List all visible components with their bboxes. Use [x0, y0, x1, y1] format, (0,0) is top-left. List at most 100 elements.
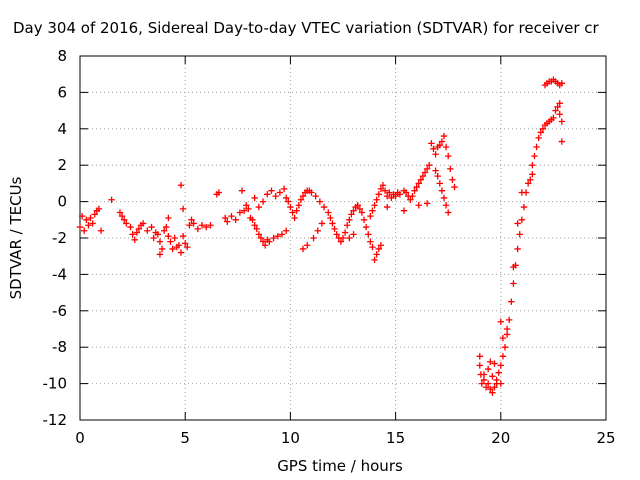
data-point: [556, 100, 563, 107]
data-point: [270, 234, 277, 242]
data-point: [383, 192, 391, 200]
data-point: [165, 214, 172, 222]
y-tick-label: -6: [52, 302, 67, 320]
data-point: [91, 211, 98, 218]
data-point: [325, 209, 332, 216]
data-point: [400, 207, 408, 214]
data-point: [482, 384, 490, 391]
data-point: [312, 192, 319, 200]
y-axis-label: SDTVAR / TECUs: [7, 176, 25, 299]
data-point: [348, 211, 355, 218]
data-point: [299, 245, 307, 253]
data-point: [438, 187, 446, 194]
data-point: [295, 202, 303, 209]
data-point: [243, 202, 250, 209]
x-tick-label: 5: [180, 429, 190, 447]
data-point: [533, 143, 540, 151]
data-point: [495, 369, 502, 376]
data-point: [320, 203, 328, 211]
data-point: [251, 194, 258, 202]
data-point: [423, 165, 431, 173]
data-point: [417, 176, 425, 183]
data-point: [188, 216, 195, 223]
data-point: [484, 365, 492, 373]
data-point: [245, 205, 252, 213]
data-point: [518, 216, 526, 223]
data-point: [508, 298, 515, 305]
data-point: [186, 222, 193, 229]
data-point: [165, 232, 172, 240]
data-point: [144, 227, 151, 234]
data-point: [434, 172, 441, 180]
data-point: [251, 222, 258, 229]
data-point: [341, 229, 349, 236]
data-point: [497, 380, 504, 387]
data-point: [499, 334, 507, 342]
data-point: [415, 180, 422, 187]
data-point: [198, 222, 206, 229]
data-point: [428, 140, 435, 147]
data-points: [76, 76, 566, 396]
data-point: [480, 371, 488, 378]
data-point: [447, 165, 454, 173]
data-point: [373, 251, 380, 258]
data-point: [362, 223, 370, 231]
data-point: [554, 103, 561, 111]
y-tick-label: -2: [52, 229, 67, 247]
data-point: [120, 216, 128, 223]
data-point: [123, 220, 130, 227]
data-point: [207, 222, 214, 229]
data-point: [310, 234, 317, 242]
data-point: [449, 176, 456, 183]
data-point: [139, 220, 147, 227]
data-point: [327, 214, 334, 222]
data-point: [224, 218, 231, 225]
data-point: [163, 223, 170, 231]
data-point: [476, 362, 483, 369]
data-point: [558, 80, 566, 87]
data-point: [257, 234, 265, 242]
data-point: [369, 207, 376, 214]
data-point: [282, 227, 290, 234]
data-point: [81, 227, 88, 234]
data-point: [116, 209, 124, 216]
data-point: [377, 185, 385, 193]
data-point: [371, 256, 378, 264]
data-point: [556, 111, 563, 118]
data-point: [177, 182, 185, 189]
data-point: [215, 189, 223, 196]
chart-title: Day 304 of 2016, Sidereal Day-to-day VTE…: [13, 19, 600, 37]
data-point: [221, 214, 229, 222]
data-point: [190, 220, 197, 227]
data-point: [409, 192, 416, 200]
data-point: [203, 223, 210, 231]
data-point: [289, 209, 296, 216]
data-point: [367, 238, 374, 245]
data-point: [285, 198, 292, 205]
data-point: [318, 220, 326, 227]
x-tick-label: 25: [596, 429, 615, 447]
x-tick-label: 20: [491, 429, 510, 447]
data-point: [426, 162, 433, 169]
data-point: [529, 171, 536, 178]
data-point: [97, 227, 105, 234]
data-point: [365, 231, 372, 238]
data-point: [299, 192, 307, 200]
data-point: [503, 325, 511, 333]
y-tick-label: 4: [57, 120, 67, 138]
data-point: [484, 380, 492, 387]
data-point: [182, 240, 189, 247]
data-point: [333, 231, 340, 238]
data-point: [445, 209, 452, 216]
data-point: [501, 344, 509, 351]
data-point: [440, 194, 448, 202]
data-point: [531, 152, 538, 160]
data-point: [407, 196, 414, 203]
data-point: [232, 216, 239, 223]
x-axis-label: GPS time / hours: [277, 457, 403, 475]
data-point: [129, 231, 136, 238]
data-point: [558, 138, 566, 145]
data-point: [392, 192, 399, 200]
y-tick-label: 0: [57, 193, 67, 211]
data-point: [329, 220, 336, 227]
